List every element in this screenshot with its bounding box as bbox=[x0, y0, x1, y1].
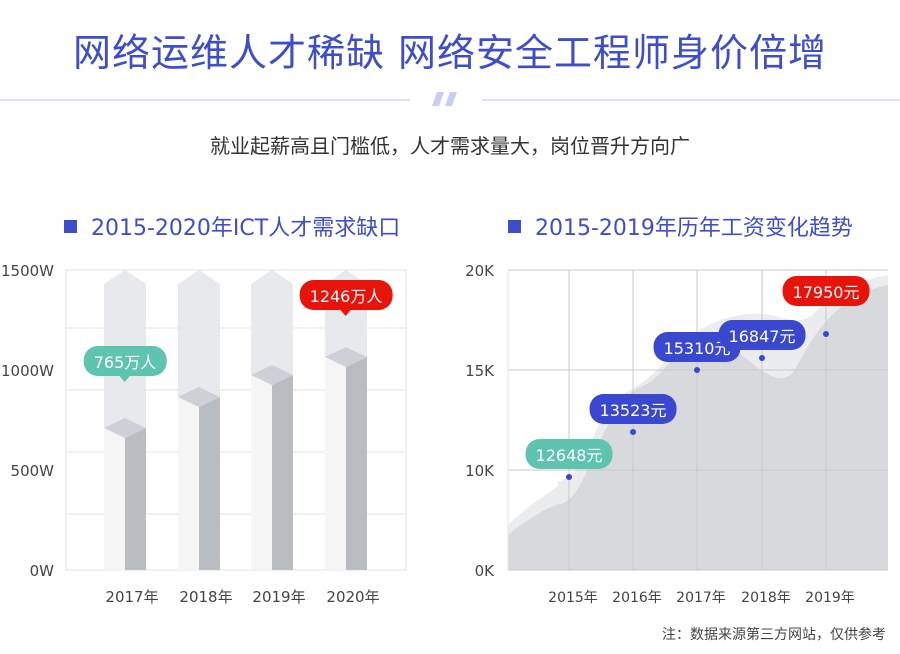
data-point bbox=[694, 367, 700, 373]
x-tick-label: 2016年 bbox=[612, 590, 662, 606]
ict-demand-bar-chart: 0W 500W 1000W 1500W 2017年 2018年 2019年 2020年 bbox=[1, 262, 407, 606]
source-note: 注：数据来源第三方网站，仅供参考 bbox=[662, 627, 886, 643]
y-tick-label: 1500W bbox=[1, 262, 54, 280]
bar-side bbox=[346, 357, 367, 570]
bar-top bbox=[104, 418, 146, 438]
chart2-title: 2015-2019年历年工资变化趋势 bbox=[535, 216, 853, 241]
bar-side bbox=[199, 397, 220, 570]
x-tick-label: 2018年 bbox=[741, 590, 791, 606]
y-tick-label: 20K bbox=[465, 262, 495, 280]
bullet-square-icon bbox=[508, 219, 521, 233]
chart2-heading: 2015-2019年历年工资变化趋势 bbox=[508, 210, 853, 242]
y-tick-label: 1000W bbox=[1, 362, 54, 380]
bar-side bbox=[272, 375, 293, 570]
value-label: 17950元 bbox=[782, 276, 870, 306]
bar-front bbox=[325, 357, 346, 570]
y-tick-label: 15K bbox=[465, 362, 495, 380]
label-pointer bbox=[339, 309, 352, 316]
bullet-square-icon bbox=[64, 219, 77, 233]
bar-side bbox=[125, 428, 146, 570]
divider-left bbox=[0, 99, 410, 101]
area-front bbox=[508, 285, 888, 570]
y-tick-label: 500W bbox=[11, 462, 55, 480]
data-point bbox=[759, 355, 765, 361]
bar-front bbox=[104, 428, 125, 570]
x-tick-label: 2020年 bbox=[326, 588, 379, 606]
bar-top bbox=[325, 347, 367, 367]
value-label: 1246万人 bbox=[299, 280, 393, 316]
plot-frame bbox=[65, 269, 407, 571]
value-label: 16847元 bbox=[718, 320, 806, 350]
data-point bbox=[823, 331, 829, 337]
x-tick-label: 2017年 bbox=[676, 590, 726, 606]
data-point bbox=[566, 474, 572, 480]
chart1-heading: 2015-2020年ICT人才需求缺口 bbox=[64, 210, 400, 242]
bar-top bbox=[251, 365, 293, 385]
chart1-title: 2015-2020年ICT人才需求缺口 bbox=[91, 216, 401, 241]
x-tick-label: 2019年 bbox=[252, 588, 305, 606]
divider-right bbox=[482, 99, 900, 101]
label-pointer bbox=[118, 375, 131, 382]
page-title: 网络运维人才稀缺 网络安全工程师身价倍增 bbox=[72, 31, 828, 75]
y-tick-label: 0W bbox=[30, 562, 55, 580]
x-tick-label: 2018年 bbox=[179, 588, 232, 606]
x-tick-label: 2015年 bbox=[548, 590, 598, 606]
bar-top bbox=[178, 387, 220, 407]
x-tick-label: 2017年 bbox=[105, 588, 158, 606]
data-point bbox=[630, 429, 636, 435]
quote-mark-icon bbox=[432, 92, 457, 106]
x-tick-label: 2019年 bbox=[805, 590, 855, 606]
value-label: 765万人 bbox=[83, 346, 167, 382]
bar-front bbox=[178, 397, 199, 570]
bar-front bbox=[251, 375, 272, 570]
value-label: 12648元 bbox=[525, 439, 613, 469]
value-label: 13523元 bbox=[589, 394, 677, 424]
y-tick-label: 0K bbox=[475, 562, 496, 580]
y-tick-label: 10K bbox=[465, 462, 495, 480]
subtitle: 就业起薪高且门槛低，人才需求量大，岗位晋升方向广 bbox=[210, 134, 690, 158]
